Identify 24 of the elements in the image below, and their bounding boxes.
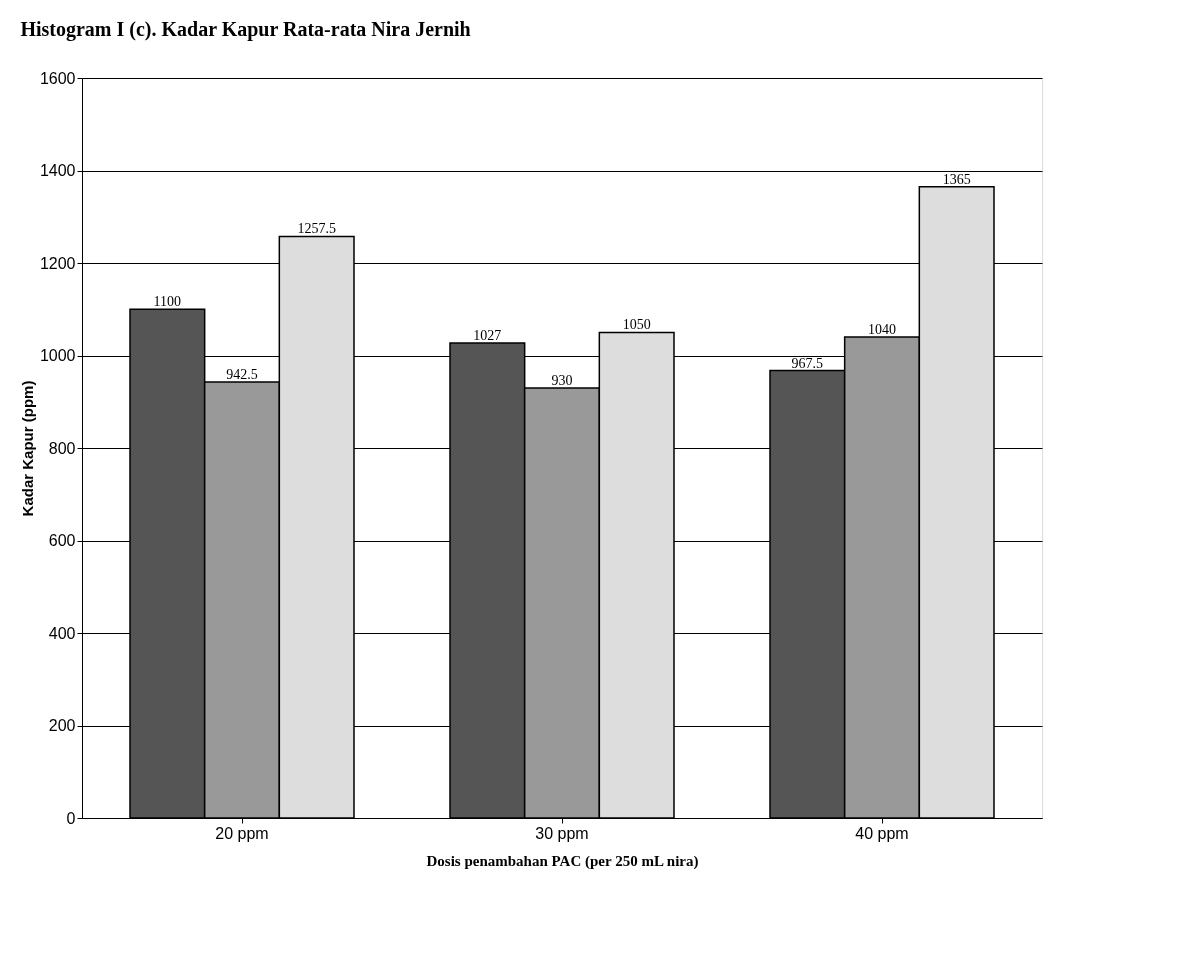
y-tick-label: 400	[48, 624, 76, 642]
data-label: 1100	[153, 294, 182, 310]
data-label: 967.5	[791, 355, 824, 371]
x-tick-label: 20 ppm	[215, 824, 269, 842]
x-tick-label: 40 ppm	[855, 824, 909, 842]
y-tick-label: 800	[48, 439, 76, 457]
y-tick-label: 0	[66, 809, 76, 827]
x-tick-label: 30 ppm	[535, 824, 589, 842]
x-axis-title: Dosis penambahan PAC (per 250 mL nira)	[426, 852, 699, 870]
data-label: 942.5	[226, 367, 258, 383]
y-axis-title: Kadar Kapur (ppm)	[18, 380, 36, 517]
y-tick-label: 600	[48, 532, 76, 549]
data-label: 1050	[622, 317, 651, 333]
chart-title: Histogram I (c). Kadar Kapur Rata-rata Nira Jernih	[20, 18, 471, 41]
y-tick-label: 200	[48, 717, 76, 734]
y-tick-label: 1200	[39, 254, 76, 272]
data-label: 930	[551, 372, 573, 388]
data-label: 1027	[473, 328, 502, 344]
data-label: 1040	[868, 322, 896, 337]
data-label: 1257.5	[297, 221, 336, 237]
y-tick-label: 1000	[39, 347, 76, 364]
data-label: 1365	[942, 171, 971, 187]
y-tick-label: 1400	[39, 162, 76, 179]
y-tick-label: 1600	[39, 69, 76, 87]
